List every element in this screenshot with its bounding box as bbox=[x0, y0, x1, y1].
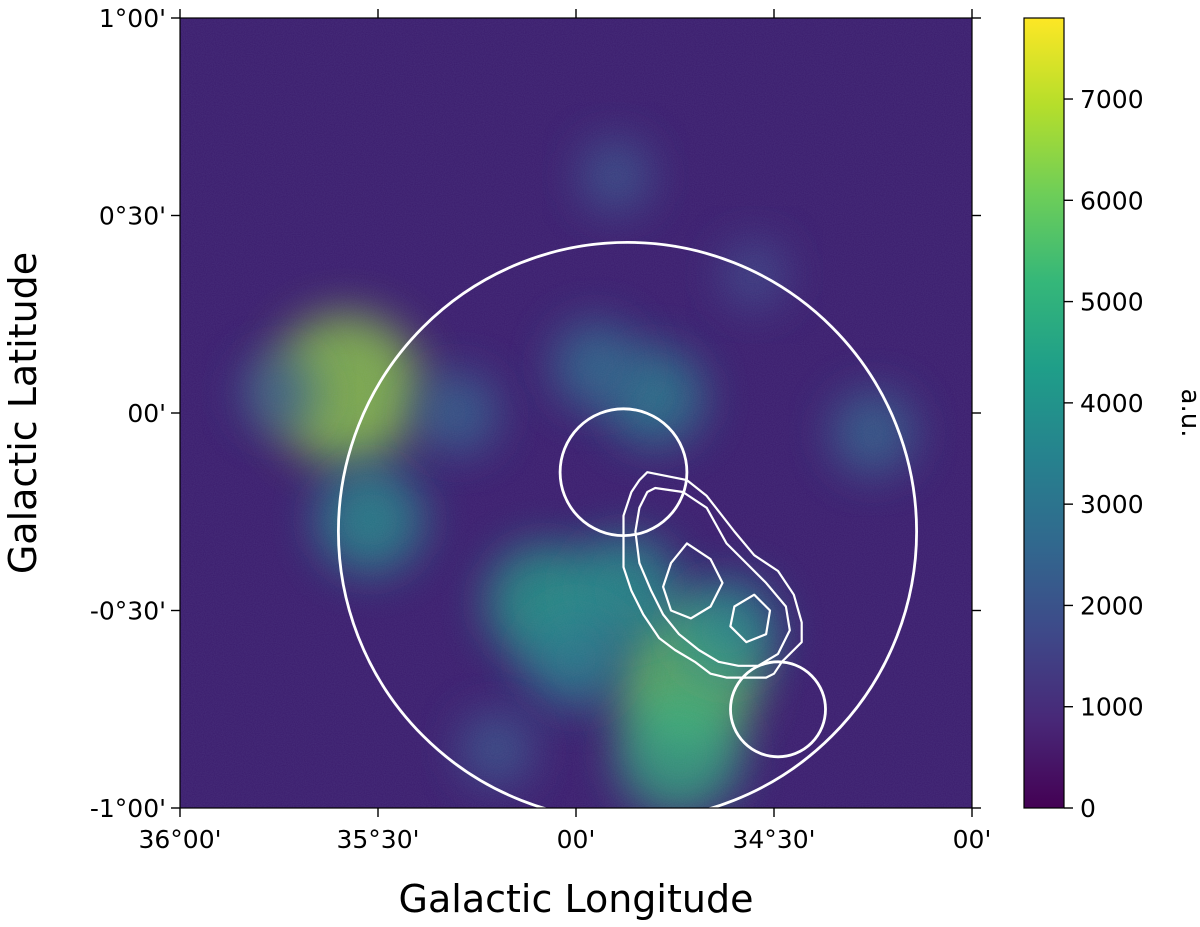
colorbar-tick-label: 4000 bbox=[1080, 389, 1144, 418]
x-tick-label: 34°30' bbox=[733, 825, 816, 854]
contour-outer bbox=[622, 471, 803, 679]
colorbar-tick-label: 7000 bbox=[1080, 85, 1144, 114]
colorbar-scale bbox=[1023, 17, 1065, 809]
y-axis-ticks: 1°00' 0°30' 00' -0°30' -1°00' bbox=[90, 4, 981, 823]
colorbar-ticks: 0 1000 2000 3000 4000 5000 6000 7000 bbox=[1064, 85, 1144, 823]
region-circle bbox=[729, 660, 827, 759]
image-noise-texture bbox=[180, 18, 972, 808]
y-tick-label: -0°30' bbox=[90, 597, 166, 626]
plot-area bbox=[179, 17, 973, 809]
y-tick-label: 0°30' bbox=[99, 202, 166, 231]
y-tick-label: 1°00' bbox=[99, 4, 166, 33]
y-tick-label: -1°00' bbox=[90, 794, 166, 823]
x-axis-label: Galactic Longitude bbox=[399, 877, 754, 921]
y-axis-label: Galactic Latitude bbox=[1, 252, 45, 574]
colorbar-tick-label: 5000 bbox=[1080, 288, 1144, 317]
colorbar-tick-label: 1000 bbox=[1080, 693, 1144, 722]
contour-inner bbox=[729, 593, 772, 644]
colorbar-tick-label: 6000 bbox=[1080, 186, 1144, 215]
x-tick-label: 00' bbox=[953, 825, 992, 854]
overlay-circles bbox=[337, 241, 918, 808]
contour-layer bbox=[622, 471, 803, 679]
x-tick-label: 36°00' bbox=[139, 825, 222, 854]
region-circle bbox=[337, 241, 918, 808]
colorbar: 0 1000 2000 3000 4000 5000 6000 7000 a.u. bbox=[1023, 17, 1200, 823]
x-tick-label: 35°30' bbox=[337, 825, 420, 854]
y-tick-label: 00' bbox=[127, 399, 166, 428]
region-circle bbox=[558, 407, 689, 538]
x-axis-ticks: 36°00' 35°30' 00' 34°30' 00' bbox=[139, 9, 992, 854]
contour-inner bbox=[662, 542, 724, 620]
colorbar-tick-label: 3000 bbox=[1080, 490, 1144, 519]
colorbar-tick-label: 2000 bbox=[1080, 591, 1144, 620]
colorbar-tick-label: 0 bbox=[1080, 794, 1096, 823]
x-tick-label: 00' bbox=[557, 825, 596, 854]
colorbar-label: a.u. bbox=[1175, 389, 1200, 438]
contour-middle bbox=[634, 486, 791, 667]
